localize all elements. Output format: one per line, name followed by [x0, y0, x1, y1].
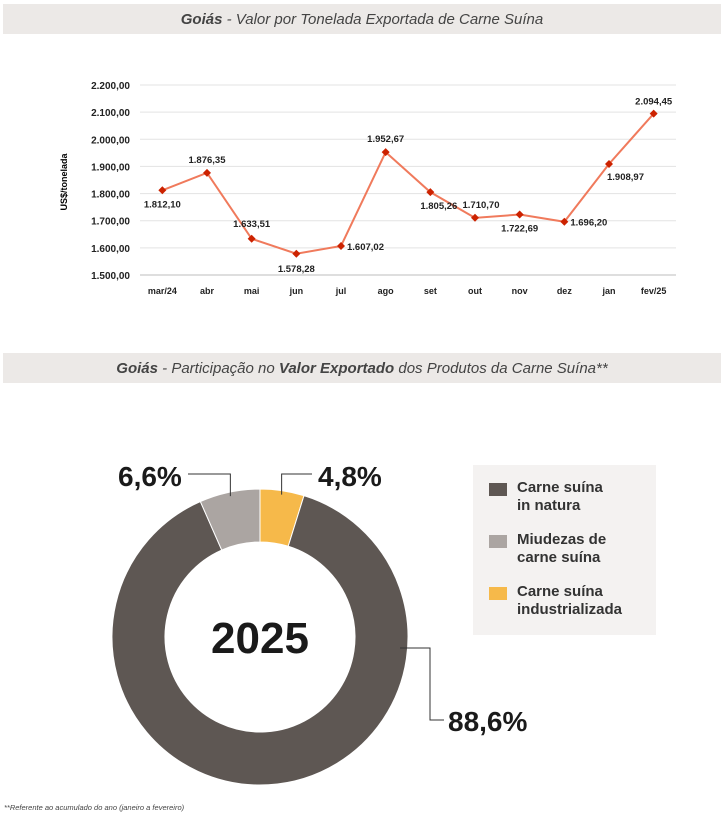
data-point	[515, 210, 524, 219]
data-point	[605, 159, 613, 168]
y-tick-label: 2.100,00	[91, 108, 130, 119]
legend-item-miudezas: Miudezas de carne suína	[489, 531, 647, 567]
y-tick-label: 1.900,00	[91, 162, 130, 173]
data-label: 1.607,02	[347, 242, 384, 253]
y-axis-label: US$/tonelada	[59, 152, 69, 210]
data-point	[337, 241, 345, 250]
data-point	[158, 186, 167, 195]
data-point	[426, 188, 435, 197]
slice-industrializada	[259, 488, 305, 547]
y-tick-label: 1.500,00	[91, 271, 130, 282]
slice-in-natura	[111, 495, 409, 786]
data-label: 1.952,67	[367, 134, 404, 145]
x-tick-label: jun	[289, 286, 304, 296]
data-point	[381, 148, 390, 157]
x-tick-label: mar/24	[148, 286, 177, 296]
donut-chart-title: Goiás - Participação no Valor Exportado …	[116, 359, 608, 377]
legend-label: Carne suína industrializada	[517, 583, 623, 618]
donut-legend: Carne suína in natura Miudezas de carne su…	[473, 465, 656, 635]
x-tick-label: mai	[244, 286, 260, 296]
legend-swatch	[489, 587, 507, 600]
data-point	[471, 213, 479, 222]
y-tick-label: 2.000,00	[91, 135, 130, 146]
x-tick-label: out	[468, 286, 482, 296]
x-tick-label: set	[424, 286, 437, 296]
data-label: 1.696,20	[570, 218, 607, 229]
slice-label: 88,6%	[448, 706, 527, 737]
x-tick-label: abr	[200, 286, 215, 296]
legend-swatch	[489, 483, 507, 496]
legend-item-in-natura: Carne suína in natura	[489, 479, 647, 515]
y-tick-label: 1.800,00	[91, 190, 130, 201]
data-label: 2.094,45	[635, 97, 673, 108]
slice-label: 6,6%	[118, 461, 182, 492]
data-point	[203, 168, 211, 177]
leader-line	[188, 473, 231, 497]
x-tick-label: jan	[601, 286, 615, 296]
x-tick-label: nov	[512, 286, 528, 296]
data-label: 1.805,26	[420, 201, 457, 212]
line-chart-title-banner: Goiás - Valor por Tonelada Exportada de …	[3, 4, 721, 34]
legend-label: Carne suína in natura	[517, 479, 603, 514]
leader-line	[281, 473, 312, 495]
footnote: **Referente ao acumulado do ano (janeiro…	[4, 803, 185, 812]
donut-chart-title-banner: Goiás - Participação no Valor Exportado …	[3, 353, 721, 383]
data-label: 1.722,69	[501, 224, 538, 235]
line-chart-title: Goiás - Valor por Tonelada Exportada de …	[180, 10, 544, 28]
legend-item-industrializada: Carne suína industrializada	[489, 583, 647, 619]
data-point	[292, 249, 301, 258]
x-tick-label: ago	[378, 286, 395, 296]
y-tick-label: 2.200,00	[91, 81, 130, 92]
series-line	[161, 112, 655, 255]
data-label: 1.812,10	[144, 199, 181, 210]
legend-swatch	[489, 535, 507, 548]
data-label: 1.908,97	[607, 172, 644, 183]
slice-label: 4,8%	[318, 461, 382, 492]
y-tick-label: 1.700,00	[91, 217, 130, 228]
x-tick-label: dez	[557, 286, 573, 296]
data-label: 1.710,70	[463, 200, 500, 211]
x-tick-label: jul	[335, 286, 347, 296]
data-point	[560, 217, 569, 226]
data-label: 1.633,51	[233, 219, 271, 230]
line-chart: 1.500,00 1.600,00 1.700,00 1.800,00 1.900,00…	[59, 81, 676, 296]
data-point	[649, 109, 658, 118]
data-point	[247, 234, 256, 243]
legend-label: Miudezas de carne suína	[517, 531, 607, 566]
data-label: 1.876,35	[189, 155, 227, 166]
donut-center-label: 2025	[211, 614, 309, 663]
leader-line	[400, 647, 444, 721]
x-tick-label: fev/25	[641, 286, 667, 296]
data-label: 1.578,28	[278, 264, 315, 275]
y-tick-label: 1.600,00	[91, 244, 130, 255]
slice-miudezas	[199, 488, 261, 551]
